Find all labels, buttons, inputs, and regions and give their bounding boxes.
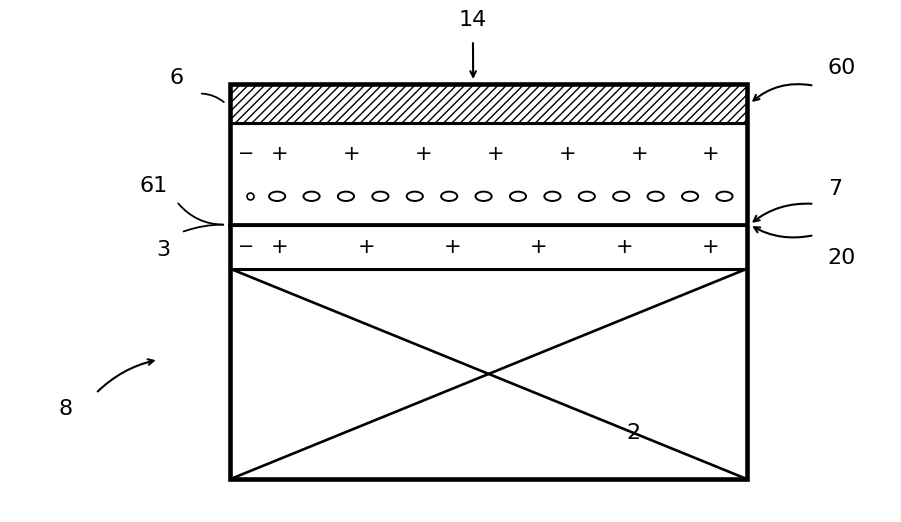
Bar <box>231 85 747 123</box>
Text: +: + <box>358 236 375 257</box>
Circle shape <box>269 192 286 201</box>
Text: 8: 8 <box>59 399 73 419</box>
Circle shape <box>544 192 560 201</box>
Text: 14: 14 <box>459 10 487 30</box>
Text: 6: 6 <box>169 68 184 88</box>
Text: +: + <box>271 144 288 164</box>
Text: 20: 20 <box>828 248 856 268</box>
Circle shape <box>304 192 320 201</box>
Text: +: + <box>702 236 720 257</box>
Text: +: + <box>443 236 461 257</box>
Circle shape <box>716 192 733 201</box>
Text: +: + <box>414 144 432 164</box>
Circle shape <box>406 192 423 201</box>
Text: 61: 61 <box>140 176 168 196</box>
Text: +: + <box>702 144 720 164</box>
Text: +: + <box>343 144 360 164</box>
Circle shape <box>578 192 595 201</box>
Text: +: + <box>530 236 547 257</box>
Circle shape <box>338 192 354 201</box>
Text: 60: 60 <box>828 58 856 78</box>
Circle shape <box>682 192 698 201</box>
Text: 2: 2 <box>626 423 641 443</box>
Text: +: + <box>631 144 648 164</box>
Text: −: − <box>239 144 255 163</box>
Text: 7: 7 <box>828 179 842 199</box>
Text: 3: 3 <box>156 240 170 260</box>
Text: −: − <box>239 237 255 256</box>
Bar <box>231 224 747 269</box>
Circle shape <box>476 192 492 201</box>
Circle shape <box>510 192 526 201</box>
Text: +: + <box>271 236 288 257</box>
Bar <box>231 269 747 479</box>
Bar <box>231 85 747 479</box>
Bar <box>231 123 747 224</box>
Circle shape <box>648 192 664 201</box>
Circle shape <box>441 192 458 201</box>
Text: +: + <box>559 144 576 164</box>
Circle shape <box>614 192 629 201</box>
Circle shape <box>372 192 388 201</box>
Text: +: + <box>616 236 633 257</box>
Text: +: + <box>487 144 505 164</box>
